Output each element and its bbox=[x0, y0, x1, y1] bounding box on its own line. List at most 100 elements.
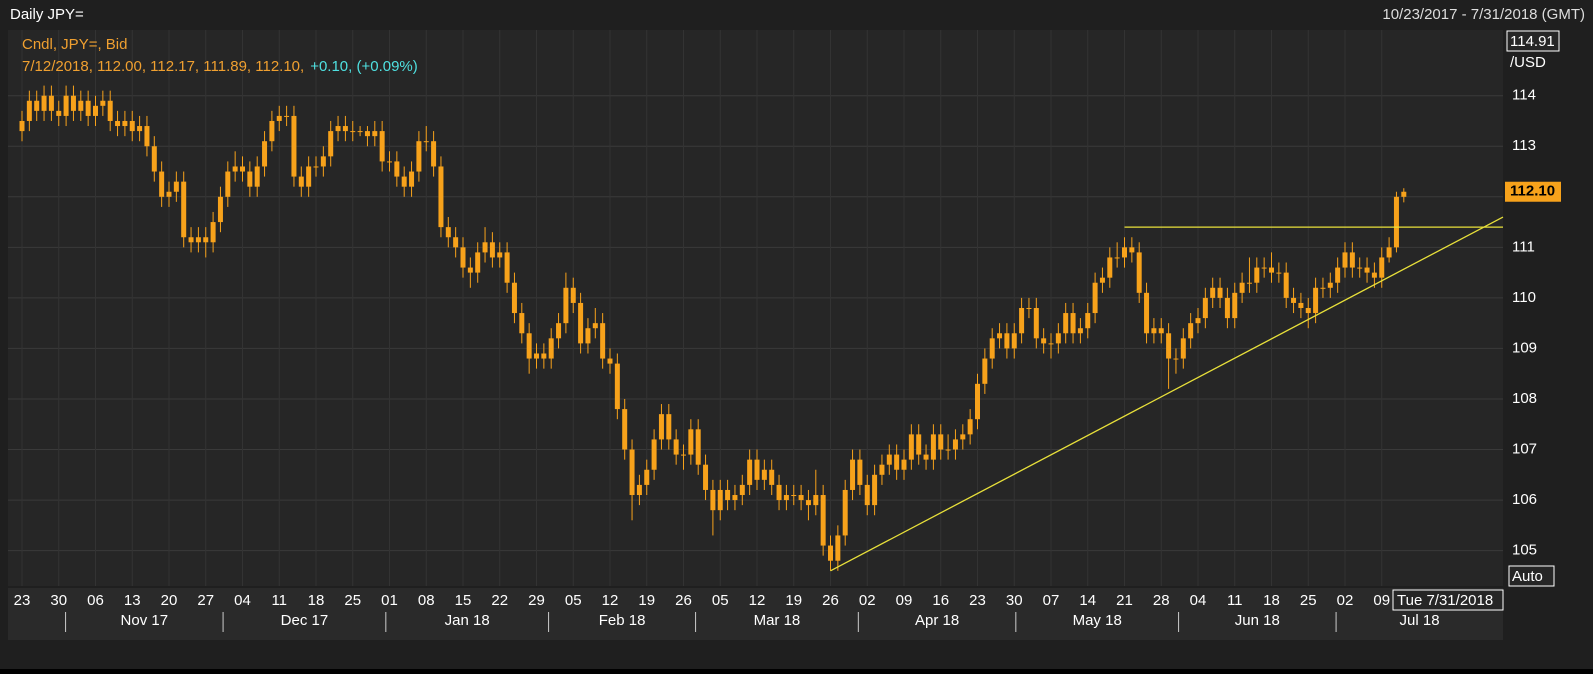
x-tick-label: 12 bbox=[749, 592, 766, 609]
candle-body bbox=[1011, 333, 1017, 349]
candle-body bbox=[151, 146, 157, 172]
legend-change: +0.10, (+0.09%) bbox=[310, 58, 418, 75]
candle-body bbox=[342, 126, 348, 132]
y-tick-label: 113 bbox=[1512, 137, 1536, 154]
candle-body bbox=[1210, 287, 1216, 298]
candle-body bbox=[1158, 328, 1164, 334]
candle-body bbox=[629, 449, 635, 496]
candle-body bbox=[56, 110, 62, 116]
candle-body bbox=[916, 434, 922, 455]
candle-body bbox=[357, 131, 363, 133]
candle-body bbox=[1239, 282, 1245, 293]
cursor-date-box bbox=[1392, 589, 1504, 611]
candle-body bbox=[982, 358, 988, 384]
candle-body bbox=[952, 439, 958, 450]
candle-body bbox=[820, 495, 826, 546]
candle-body bbox=[1224, 297, 1230, 319]
candle-body bbox=[195, 237, 201, 243]
candle-body bbox=[688, 429, 694, 455]
candle-body bbox=[379, 131, 385, 162]
candle-body bbox=[1070, 313, 1076, 334]
candle-body bbox=[519, 313, 525, 334]
candle-body bbox=[1004, 333, 1010, 349]
y-tick-label: 105 bbox=[1512, 542, 1537, 559]
candle-body bbox=[1055, 333, 1061, 344]
candle-body bbox=[614, 363, 620, 410]
candle-body bbox=[306, 166, 312, 187]
candle-body bbox=[739, 484, 745, 496]
candle-body bbox=[747, 459, 753, 485]
x-tick-label: 29 bbox=[528, 592, 545, 609]
candle-body bbox=[122, 120, 128, 127]
y-tick-label: 111 bbox=[1512, 238, 1535, 255]
month-label: Nov 17 bbox=[121, 612, 169, 629]
candle-body bbox=[548, 338, 554, 359]
candle-body bbox=[791, 495, 797, 497]
candle-body bbox=[644, 469, 650, 485]
candle-body bbox=[1379, 257, 1385, 278]
candle-body bbox=[1393, 196, 1399, 248]
candle-body bbox=[695, 429, 701, 465]
candle-body bbox=[335, 126, 341, 132]
candle-body bbox=[1033, 308, 1039, 339]
candle-body bbox=[166, 191, 172, 197]
candle-body bbox=[1166, 333, 1172, 359]
legend-ohlc: 7/12/2018, 112.00, 112.17, 111.89, 112.1… bbox=[22, 58, 304, 75]
candle-body bbox=[1349, 252, 1355, 268]
candle-body bbox=[460, 247, 466, 268]
candle-body bbox=[401, 176, 407, 187]
candle-body bbox=[100, 100, 106, 106]
candle-body bbox=[262, 141, 268, 167]
candle-body bbox=[115, 120, 121, 127]
y-tick-label: 106 bbox=[1512, 491, 1537, 508]
x-tick-label: 15 bbox=[455, 592, 472, 609]
candle-body bbox=[1136, 252, 1142, 293]
candle-body bbox=[798, 495, 804, 501]
x-tick-label: 19 bbox=[785, 592, 802, 609]
candle-body bbox=[159, 171, 165, 197]
candle-body bbox=[769, 469, 775, 485]
candle-body bbox=[1401, 191, 1407, 197]
candle-body bbox=[313, 166, 319, 168]
candle-body bbox=[232, 166, 238, 172]
candle-body bbox=[651, 439, 657, 470]
x-tick-label: 11 bbox=[271, 592, 287, 609]
y-tick-label: 109 bbox=[1512, 339, 1537, 356]
candle-body bbox=[364, 131, 370, 137]
candle-body bbox=[19, 120, 25, 132]
candle-body bbox=[489, 242, 495, 258]
x-axis-area bbox=[8, 588, 1503, 640]
x-tick-label: 09 bbox=[896, 592, 913, 609]
candle-body bbox=[1261, 267, 1267, 269]
x-tick-label: 26 bbox=[675, 592, 692, 609]
x-tick-label: 11 bbox=[1227, 592, 1243, 609]
candle-body bbox=[1144, 292, 1150, 334]
candle-body bbox=[387, 161, 392, 163]
candle-body bbox=[467, 267, 473, 273]
candle-body bbox=[1320, 287, 1326, 289]
candle-body bbox=[945, 449, 951, 451]
candle-body bbox=[423, 141, 429, 143]
candle-body bbox=[1217, 287, 1223, 298]
candle-body bbox=[1026, 308, 1032, 309]
candle-body bbox=[666, 414, 672, 440]
x-tick-label: 30 bbox=[50, 592, 67, 609]
x-tick-label: 08 bbox=[418, 592, 435, 609]
candle-body bbox=[26, 100, 32, 121]
candle-body bbox=[776, 484, 782, 501]
candle-body bbox=[48, 95, 54, 111]
candle-body bbox=[1114, 257, 1120, 259]
y-tick-label: 108 bbox=[1512, 390, 1537, 407]
candle-body bbox=[923, 454, 929, 460]
candle-body bbox=[636, 484, 642, 496]
legend-values: 7/12/2018, 112.00, 112.17, 111.89, 112.1… bbox=[22, 58, 418, 75]
candle-body bbox=[563, 287, 569, 324]
candle-body bbox=[872, 474, 878, 506]
candle-body bbox=[181, 181, 187, 238]
candle-body bbox=[394, 161, 400, 177]
candle-body bbox=[1122, 247, 1127, 258]
candle-body bbox=[1019, 308, 1025, 334]
candle-body bbox=[908, 434, 914, 460]
axis-unit: /USD bbox=[1510, 54, 1546, 71]
candle-body bbox=[1298, 302, 1304, 308]
